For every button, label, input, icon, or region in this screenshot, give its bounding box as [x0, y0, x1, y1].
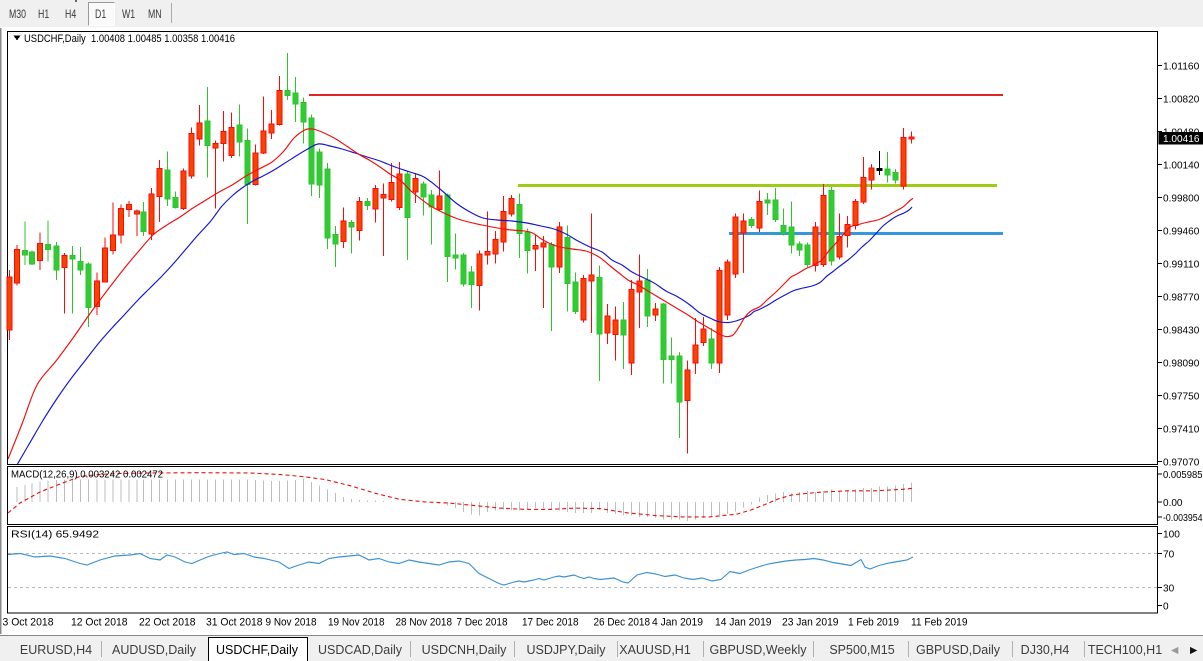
svg-text:0.97410: 0.97410 [1163, 423, 1199, 435]
svg-text:31 Oct 2018: 31 Oct 2018 [206, 617, 263, 629]
svg-text:100: 100 [1163, 529, 1180, 540]
svg-text:30: 30 [1163, 583, 1175, 594]
svg-text:0.99800: 0.99800 [1163, 192, 1199, 204]
svg-text:0.99460: 0.99460 [1163, 225, 1199, 237]
svg-text:0.00: 0.00 [1163, 498, 1183, 509]
svg-text:0: 0 [1163, 601, 1169, 612]
svg-text:USDCHF,Daily 1.00408 1.00485: USDCHF,Daily 1.00408 1.00485 1.00358 1.0… [24, 33, 235, 45]
svg-text:0.97070: 0.97070 [1163, 456, 1199, 468]
svg-text:0.98090: 0.98090 [1163, 357, 1199, 369]
svg-text:0.99110: 0.99110 [1163, 258, 1199, 270]
svg-text:0.98770: 0.98770 [1163, 291, 1199, 303]
svg-text:9 Nov 2018: 9 Nov 2018 [266, 617, 317, 629]
svg-text:0.98430: 0.98430 [1163, 324, 1199, 336]
svg-text:7 Dec 2018: 7 Dec 2018 [457, 617, 508, 629]
svg-text:1.00140: 1.00140 [1163, 159, 1199, 171]
svg-text:MACD(12,26,9) 0.003242 0.00247: MACD(12,26,9) 0.003242 0.002472 [11, 469, 163, 481]
svg-text:70: 70 [1163, 549, 1175, 560]
svg-text:19 Nov 2018: 19 Nov 2018 [328, 617, 385, 629]
svg-text:14 Jan 2019: 14 Jan 2019 [715, 617, 772, 629]
svg-text:11 Feb 2019: 11 Feb 2019 [911, 617, 968, 629]
svg-text:4 Jan 2019: 4 Jan 2019 [652, 617, 703, 629]
svg-text:0.005985: 0.005985 [1163, 470, 1203, 481]
svg-text:17 Dec 2018: 17 Dec 2018 [522, 617, 579, 629]
svg-text:RSI(14) 65.9492: RSI(14) 65.9492 [11, 529, 99, 541]
svg-text:3 Oct 2018: 3 Oct 2018 [3, 617, 54, 629]
svg-text:22 Oct 2018: 22 Oct 2018 [139, 617, 196, 629]
svg-text:1 Feb 2019: 1 Feb 2019 [848, 617, 899, 629]
svg-text:0.97750: 0.97750 [1163, 390, 1199, 402]
svg-text:1.01160: 1.01160 [1163, 60, 1199, 72]
svg-text:28 Nov 2018: 28 Nov 2018 [396, 617, 453, 629]
svg-text:23 Jan 2019: 23 Jan 2019 [782, 617, 839, 629]
svg-text:1.00416: 1.00416 [1163, 133, 1200, 145]
svg-text:-0.003954: -0.003954 [1163, 513, 1203, 524]
svg-text:26 Dec 2018: 26 Dec 2018 [594, 617, 651, 629]
svg-text:12 Oct 2018: 12 Oct 2018 [71, 617, 128, 629]
svg-text:1.00820: 1.00820 [1163, 93, 1199, 105]
